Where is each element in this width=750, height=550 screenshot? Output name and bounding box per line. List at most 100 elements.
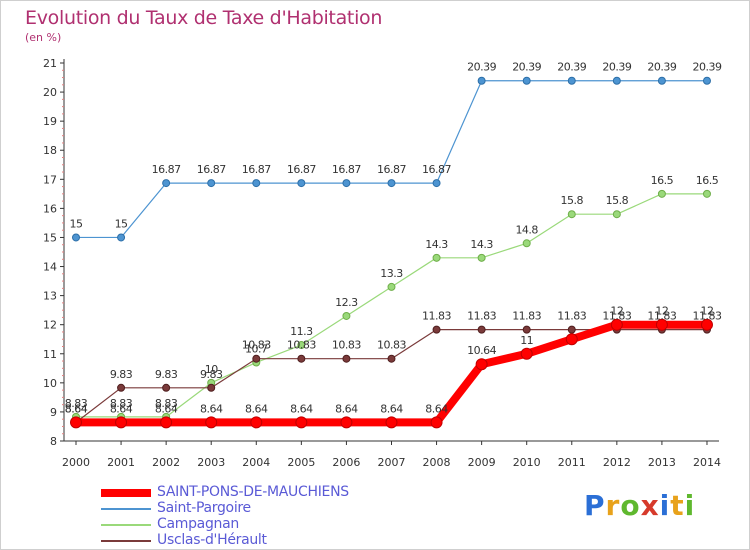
data-label: 12.3	[335, 296, 358, 309]
series-point-2	[432, 253, 441, 262]
y-tick-label: 16	[43, 202, 57, 215]
series-point-1	[477, 76, 486, 85]
series-point-0	[115, 416, 128, 429]
legend-swatch	[101, 524, 151, 526]
data-label: 11	[520, 334, 533, 347]
y-tick-label: 21	[43, 57, 57, 70]
series-point-0	[655, 318, 668, 331]
series-point-3	[162, 383, 171, 392]
logo-letter: o	[620, 489, 641, 522]
legend-item-3: Usclas-d'Hérault	[101, 532, 401, 549]
data-label: 10.83	[377, 339, 406, 352]
x-tick-label: 2013	[648, 456, 676, 469]
legend-item-2: Campagnan	[101, 516, 401, 533]
series-point-3	[567, 325, 576, 334]
data-label: 10.83	[332, 339, 361, 352]
series-point-2	[657, 189, 666, 198]
legend-item-0: SAINT-PONS-DE-MAUCHIENS	[101, 484, 401, 501]
y-tick-label: 14	[43, 261, 57, 274]
x-tick-label: 2002	[152, 456, 180, 469]
logo-letter: P	[584, 489, 606, 522]
series-point-3	[342, 354, 351, 363]
series-point-0	[340, 416, 353, 429]
x-tick-label: 2014	[693, 456, 721, 469]
logo-letter: i	[659, 489, 671, 522]
data-label: 16.87	[422, 163, 451, 176]
series-point-3	[387, 354, 396, 363]
series-point-2	[387, 282, 396, 291]
data-label: 12	[655, 305, 668, 318]
series-point-0	[520, 347, 533, 360]
series-point-0	[700, 318, 713, 331]
y-tick-label: 18	[43, 144, 57, 157]
data-label: 10.7	[245, 342, 268, 355]
data-label: 15	[70, 217, 83, 230]
data-label: 15.8	[606, 194, 629, 207]
data-label: 20.39	[602, 61, 631, 74]
data-label: 10.83	[287, 339, 316, 352]
series-point-2	[477, 253, 486, 262]
data-label: 15	[115, 217, 128, 230]
data-label: 9.83	[155, 368, 178, 381]
series-point-2	[522, 239, 531, 248]
y-tick-label: 11	[43, 348, 57, 361]
data-label: 11.83	[692, 310, 721, 323]
series-point-1	[207, 179, 216, 188]
data-label: 12	[610, 305, 623, 318]
x-tick-label: 2001	[107, 456, 135, 469]
series-point-1	[252, 179, 261, 188]
series-point-1	[612, 76, 621, 85]
data-label: 16.5	[696, 174, 719, 187]
series-point-0	[430, 416, 443, 429]
series-point-3	[522, 325, 531, 334]
data-label: 20.39	[692, 61, 721, 74]
x-tick-label: 2004	[242, 456, 270, 469]
series-point-1	[72, 233, 80, 242]
series-point-0	[160, 416, 173, 429]
data-label: 8.64	[65, 402, 88, 415]
series-point-0	[250, 416, 263, 429]
x-tick-label: 2008	[423, 456, 451, 469]
series-point-0	[295, 416, 308, 429]
data-label: 11.83	[422, 310, 451, 323]
series-point-1	[387, 179, 396, 188]
series-point-0	[565, 333, 578, 346]
y-tick-label: 9	[50, 406, 57, 419]
x-tick-label: 2006	[332, 456, 360, 469]
x-tick-label: 2005	[287, 456, 315, 469]
legend-swatch	[101, 508, 151, 510]
series-point-1	[522, 76, 531, 85]
logo-letter: i	[684, 489, 696, 522]
data-label: 8.64	[110, 402, 133, 415]
data-label: 8.64	[380, 402, 403, 415]
data-label: 11.3	[290, 325, 313, 338]
series-point-3	[432, 325, 441, 334]
data-label: 8.64	[290, 402, 313, 415]
y-tick-label: 17	[43, 173, 57, 186]
legend-label: Usclas-d'Hérault	[157, 532, 267, 548]
y-tick-label: 15	[43, 231, 57, 244]
data-label: 16.87	[332, 163, 361, 176]
legend-swatch	[101, 489, 151, 497]
x-tick-label: 2000	[62, 456, 90, 469]
data-label: 16.87	[287, 163, 316, 176]
data-label: 9.83	[200, 368, 223, 381]
data-label: 10.83	[242, 339, 271, 352]
data-label: 8.64	[155, 402, 178, 415]
y-tick-label: 8	[50, 435, 57, 448]
series-point-1	[657, 76, 666, 85]
data-label: 8.83	[155, 397, 178, 410]
data-label: 10.64	[467, 344, 496, 357]
data-label: 11.83	[557, 310, 586, 323]
series-point-1	[567, 76, 576, 85]
data-label: 15.8	[561, 194, 584, 207]
y-tick-label: 19	[43, 115, 57, 128]
series-point-3	[297, 354, 306, 363]
x-tick-label: 2012	[603, 456, 631, 469]
legend-label: Campagnan	[157, 516, 239, 532]
series-point-0	[70, 416, 82, 429]
series-point-2	[297, 341, 306, 350]
series-point-3	[252, 354, 261, 363]
data-label: 20.39	[512, 61, 541, 74]
